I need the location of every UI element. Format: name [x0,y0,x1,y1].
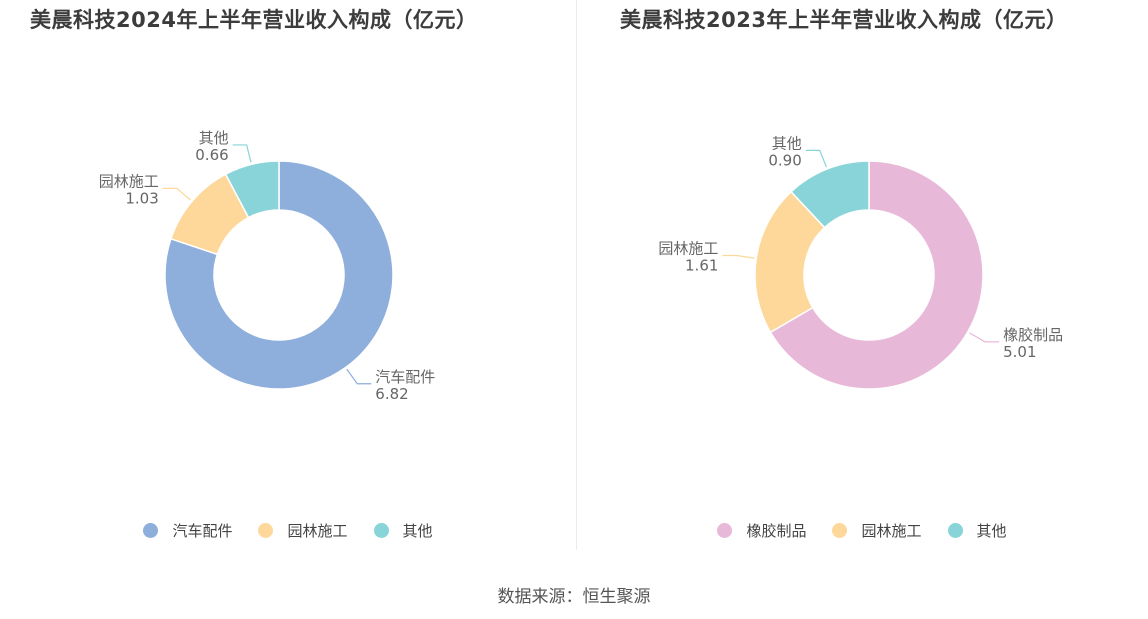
legend-label: 园林施工 [287,522,348,540]
slice-value-label: 1.61 [685,256,718,274]
slice-value-label: 5.01 [1003,343,1036,361]
slice-label: 其他 [772,134,802,152]
slice-label: 汽车配件 [375,368,435,386]
data-source: 数据来源：恒生聚源 [497,587,651,607]
slice-其他[interactable] [790,160,870,229]
legend-label: 园林施工 [861,522,922,540]
chart-2024-panel: 美晨科技2024年上半年营业收入构成（亿元） 汽车配件 6.82 园林施工 1.03 其… [0,0,576,550]
slice-label: 橡胶制品 [1003,326,1063,344]
slice-其他[interactable] [224,160,280,219]
slice-汽车配件[interactable] [164,160,394,390]
legend-item[interactable]: 橡胶制品 [717,520,806,541]
chart-title-2024: 美晨科技2024年上半年营业收入构成（亿元） [30,8,478,32]
legend-item[interactable]: 园林施工 [258,520,348,541]
legend-label: 汽车配件 [172,522,233,540]
legend-item[interactable]: 汽车配件 [143,520,232,541]
legend-label: 其他 [976,522,1007,540]
chart-title-2023: 美晨科技2023年上半年营业收入构成（亿元） [620,8,1068,32]
legend-item[interactable]: 其他 [373,520,433,541]
slice-value-label: 0.66 [195,146,228,164]
slice-value-label: 1.03 [125,189,158,207]
legend-dot-icon [143,523,159,538]
slice-橡胶制品[interactable] [769,160,984,390]
chart-2023-panel: 美晨科技2023年上半年营业收入构成（亿元） 橡胶制品 5.01 园林施工 1.61 其… [576,0,1148,550]
leader-line [722,254,755,259]
legend-item[interactable]: 园林施工 [832,520,922,541]
slice-label: 其他 [199,129,229,147]
legend-dot-icon [373,523,389,538]
leader-line [232,144,252,163]
slice-label: 园林施工 [99,172,159,190]
legend-dot-icon [258,523,274,538]
legend-item[interactable]: 其他 [947,520,1007,541]
slice-value-label: 0.90 [768,151,801,169]
leader-line [162,187,191,201]
slice-value-label: 6.82 [375,385,408,403]
panel-divider [576,0,577,550]
legend-2023: 橡胶制品 园林施工 其他 [576,520,1148,541]
leader-line [805,149,827,168]
legend-label: 橡胶制品 [746,522,807,540]
legend-label: 其他 [402,522,433,540]
leader-line [346,368,372,385]
legend-2024: 汽车配件 园林施工 其他 [0,520,576,541]
legend-dot-icon [947,523,963,538]
legend-dot-icon [832,523,848,538]
slice-label: 园林施工 [658,239,718,257]
legend-dot-icon [717,523,733,538]
leader-line [969,332,1000,343]
